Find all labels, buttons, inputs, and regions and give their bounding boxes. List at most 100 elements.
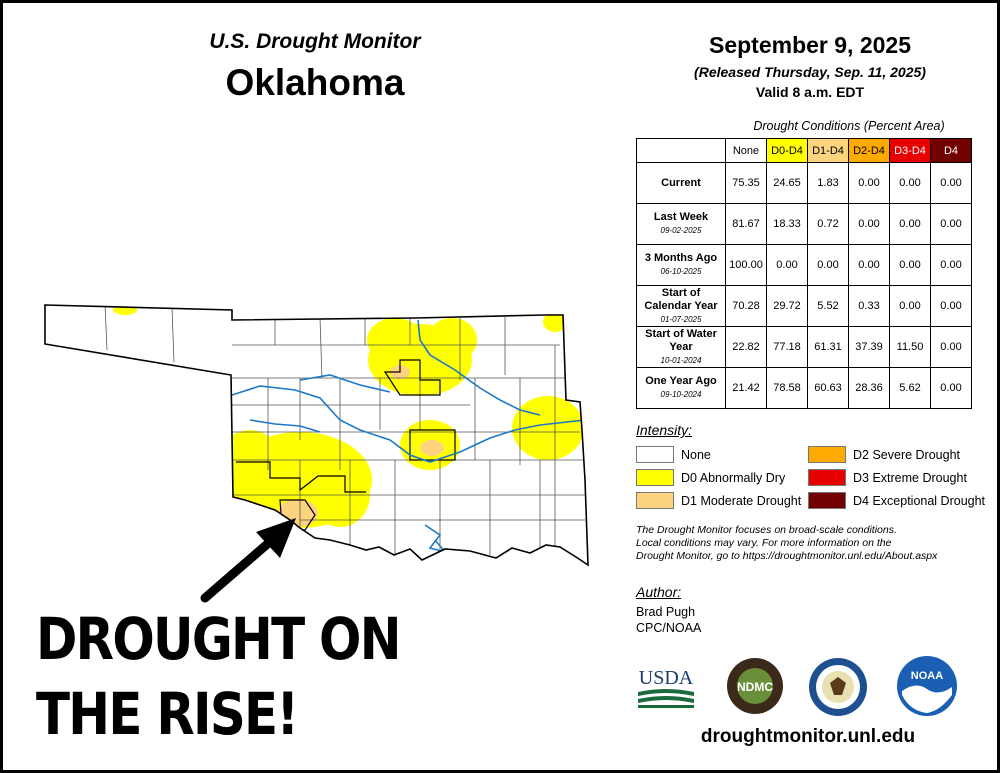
valid-time: Valid 8 a.m. EDT [755,84,865,100]
legend-item-d3: D3 Extreme Drought [808,469,967,486]
table-cell: 0.00 [930,367,972,409]
state-title: Oklahoma [225,62,405,103]
legend-item-none: None [636,446,711,463]
row-date: 09-02-2025 [660,226,702,235]
table-row: One Year Ago 09-10-2024 21.42 78.58 60.63 28.… [636,367,972,409]
table-cell: 22.82 [725,326,767,368]
row-label-text: Start of Calendar Year [644,286,718,312]
svg-text:NOAA: NOAA [911,670,943,682]
legend-label: D3 Extreme Drought [853,470,967,485]
row-label-text: One Year Ago [645,375,717,387]
disclaimer-note: The Drought Monitor focuses on broad-sca… [636,524,986,563]
legend-swatch [808,446,846,463]
col-header: D2-D4 [848,138,890,163]
legend-swatch [808,469,846,486]
intensity-title: Intensity: [636,422,693,438]
table-cell: 21.42 [725,367,767,409]
legend-label: D4 Exceptional Drought [853,493,986,508]
legend-swatch [636,446,674,463]
d0-abnormally-dry-area [113,305,584,528]
table-cell: 0.00 [848,162,890,204]
legend-item-d2: D2 Severe Drought [808,446,960,463]
legend-swatch [636,492,674,509]
legend-label: D1 Moderate Drought [681,493,802,508]
row-date: 10-01-2024 [660,355,702,365]
row-date: 09-10-2024 [660,390,702,399]
author-org: CPC/NOAA [636,621,702,635]
table-header-row: None D0-D4 D1-D4 D2-D4 D3-D4 D4 [636,138,972,163]
row-label-text: 3 Months Ago [644,252,718,264]
svg-text:NDMC: NDMC [737,680,773,694]
monitor-title: U.S. Drought Monitor [209,30,421,53]
table-cell: 5.52 [807,285,849,327]
table-cell: 24.65 [766,162,808,204]
oklahoma-outline [44,304,589,567]
legend-item-d1: D1 Moderate Drought [636,492,801,509]
table-cell: 1.83 [807,162,849,204]
row-label: 3 Months Ago 06-10-2025 [636,244,726,286]
legend-item-d4: D4 Exceptional Drought [808,492,985,509]
legend-label: None [681,447,711,462]
ndmc-logo: NDMC [726,657,784,715]
author-title: Author: [636,584,682,600]
row-label-text: Last Week [653,211,709,223]
table-cell: 0.00 [807,244,849,286]
commerce-seal-logo [808,657,868,717]
table-cell: 100.00 [725,244,767,286]
row-label-text: Start of Water Year [645,327,717,353]
row-label: Start of Calendar Year 01-07-2025 [636,285,726,327]
note-line: The Drought Monitor focuses on broad-sca… [636,524,897,536]
table-cell: 5.62 [889,367,931,409]
row-label: One Year Ago 09-10-2024 [636,367,726,409]
table-cell: 61.31 [807,326,849,368]
county-lines [104,305,585,560]
map-date: September 9, 2025 [708,32,911,58]
col-header: D1-D4 [807,138,849,163]
row-label-text: Current [661,176,701,189]
col-header: D3-D4 [889,138,931,163]
banner-line-1: DROUGHT ON [36,605,401,673]
row-label: Current [636,162,726,204]
note-line: Local conditions may vary. For more info… [636,537,892,549]
table-cell: 0.00 [848,244,890,286]
row-label: Last Week 09-02-2025 [636,203,726,245]
legend-swatch [808,492,846,509]
table-cell: 0.00 [889,285,931,327]
release-date: (Released Thursday, Sep. 11, 2025) [694,64,926,80]
table-row: Start of Water Year 10-01-2024 22.82 77.18 6… [636,326,972,368]
rivers [231,319,586,554]
table-cell: 11.50 [889,326,931,368]
drought-conditions-table: None D0-D4 D1-D4 D2-D4 D3-D4 D4 Current 7… [636,138,972,409]
noaa-logo: NOAA [896,655,958,717]
usda-logo: USDA [636,664,696,710]
table-cell: 28.36 [848,367,890,409]
table-cell: 70.28 [725,285,767,327]
table-cell: 81.67 [725,203,767,245]
table-row: 3 Months Ago 06-10-2025 100.00 0.00 0.00 0.00… [636,244,972,286]
table-cell: 18.33 [766,203,808,245]
note-line: Drought Monitor, go to https://droughtmo… [636,550,938,562]
table-caption: Drought Conditions (Percent Area) [753,119,945,133]
legend-item-d0: D0 Abnormally Dry [636,469,785,486]
footer-url: droughtmonitor.unl.edu [700,726,916,747]
table-cell: 0.72 [807,203,849,245]
banner-line-2: THE RISE! [36,680,299,748]
legend-label: D0 Abnormally Dry [681,470,786,485]
svg-text:USDA: USDA [639,667,694,689]
row-date: 01-07-2025 [660,314,702,324]
col-header: None [725,138,767,163]
legend-label: D2 Severe Drought [853,447,961,462]
col-header: D0-D4 [766,138,808,163]
table-cell: 0.00 [889,162,931,204]
arrow-annotation [200,518,296,603]
table-cell: 0.00 [766,244,808,286]
author-info: Brad Pugh CPC/NOAA [636,604,701,636]
table-row: Current 75.35 24.65 1.83 0.00 0.00 0.00 [636,162,972,204]
legend-swatch [636,469,674,486]
row-date: 06-10-2025 [660,267,702,276]
author-name: Brad Pugh [636,605,696,619]
table-cell: 78.58 [766,367,808,409]
table-cell: 75.35 [725,162,767,204]
table-cell: 60.63 [807,367,849,409]
